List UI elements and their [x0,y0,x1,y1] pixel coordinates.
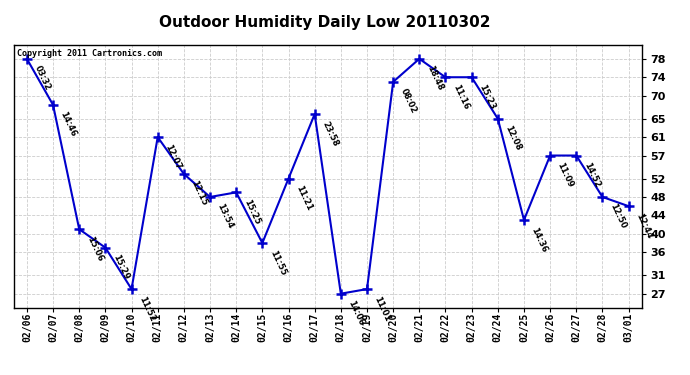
Text: 08:02: 08:02 [399,87,418,115]
Text: 15:06: 15:06 [85,235,104,263]
Text: 15:29: 15:29 [111,253,130,281]
Text: 15:25: 15:25 [241,198,262,226]
Text: 12:07: 12:07 [164,142,183,171]
Text: 12:44: 12:44 [634,212,653,240]
Text: 03:32: 03:32 [32,64,52,92]
Text: 15:23: 15:23 [477,83,497,111]
Text: 14:52: 14:52 [582,161,602,189]
Text: Copyright 2011 Cartronics.com: Copyright 2011 Cartronics.com [17,49,162,58]
Text: 11:21: 11:21 [294,184,313,212]
Text: 12:08: 12:08 [504,124,523,152]
Text: 18:48: 18:48 [425,64,444,92]
Text: 11:01: 11:01 [373,295,392,322]
Text: 23:58: 23:58 [320,120,339,148]
Text: 12:50: 12:50 [608,202,627,231]
Text: 14:46: 14:46 [59,110,78,139]
Text: 14:36: 14:36 [529,225,549,254]
Text: 14:06: 14:06 [346,299,366,327]
Text: 11:55: 11:55 [268,249,288,277]
Text: Outdoor Humidity Daily Low 20110302: Outdoor Humidity Daily Low 20110302 [159,15,490,30]
Text: 11:52: 11:52 [137,295,157,323]
Text: 11:16: 11:16 [451,83,471,111]
Text: 13:54: 13:54 [215,202,235,231]
Text: 12:15: 12:15 [190,180,209,208]
Text: 11:09: 11:09 [555,161,575,189]
